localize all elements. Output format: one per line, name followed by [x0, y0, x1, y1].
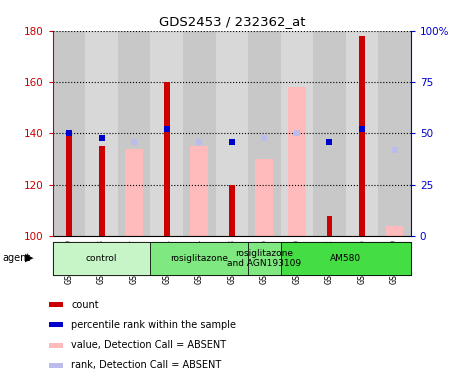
- Bar: [118, 31, 151, 236]
- Bar: [255, 159, 273, 236]
- Bar: [326, 215, 332, 236]
- Bar: [183, 31, 216, 236]
- Text: control: control: [86, 254, 118, 263]
- Bar: [151, 242, 248, 275]
- Text: agent: agent: [2, 253, 31, 263]
- Text: ▶: ▶: [25, 253, 34, 263]
- Bar: [280, 242, 411, 275]
- Text: rosiglitazone
and AGN193109: rosiglitazone and AGN193109: [227, 248, 302, 268]
- Text: rank, Detection Call = ABSENT: rank, Detection Call = ABSENT: [71, 361, 222, 371]
- Bar: [248, 31, 280, 236]
- Bar: [99, 146, 105, 236]
- Bar: [190, 146, 208, 236]
- Bar: [346, 31, 378, 236]
- Text: value, Detection Call = ABSENT: value, Detection Call = ABSENT: [71, 340, 226, 350]
- Text: percentile rank within the sample: percentile rank within the sample: [71, 320, 236, 330]
- Bar: [53, 31, 85, 236]
- Bar: [49, 302, 63, 307]
- Bar: [248, 242, 280, 275]
- Bar: [49, 322, 63, 328]
- Bar: [49, 343, 63, 348]
- Bar: [378, 31, 411, 236]
- Title: GDS2453 / 232362_at: GDS2453 / 232362_at: [158, 15, 305, 28]
- Bar: [53, 242, 151, 275]
- Bar: [313, 31, 346, 236]
- Bar: [125, 149, 143, 236]
- Bar: [229, 185, 235, 236]
- Bar: [151, 31, 183, 236]
- Bar: [280, 31, 313, 236]
- Text: AM580: AM580: [330, 254, 361, 263]
- Bar: [288, 87, 306, 236]
- Bar: [164, 82, 170, 236]
- Bar: [85, 31, 118, 236]
- Bar: [49, 363, 63, 368]
- Bar: [359, 36, 365, 236]
- Bar: [216, 31, 248, 236]
- Text: count: count: [71, 300, 99, 310]
- Bar: [386, 226, 403, 236]
- Text: rosiglitazone: rosiglitazone: [170, 254, 228, 263]
- Bar: [66, 131, 72, 236]
